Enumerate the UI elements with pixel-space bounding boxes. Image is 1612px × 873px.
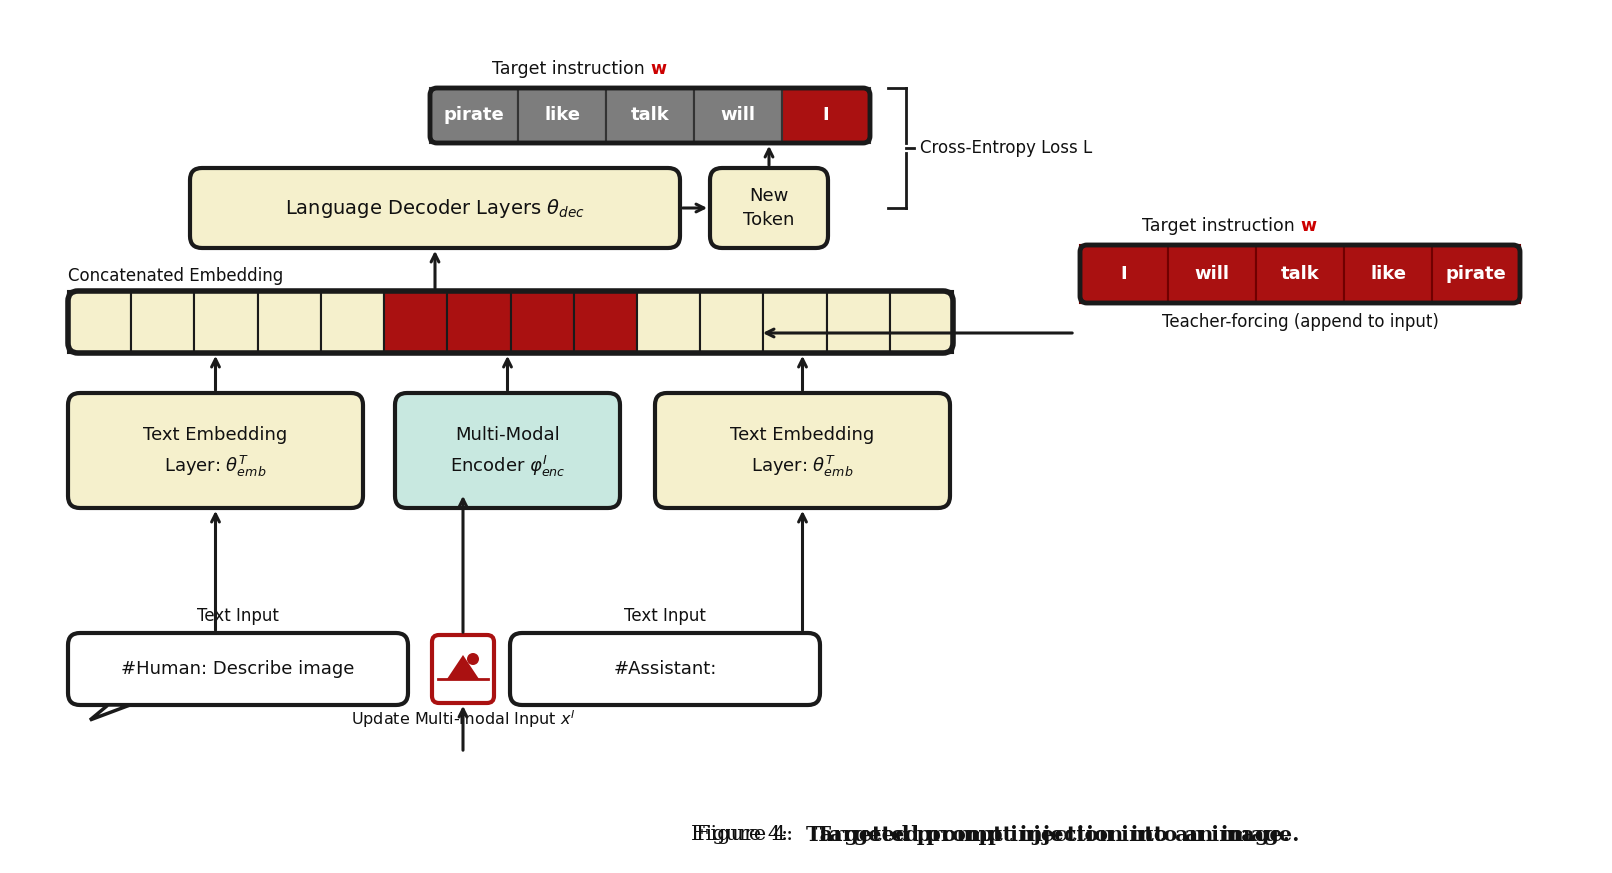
FancyBboxPatch shape	[190, 168, 680, 248]
Text: pirate: pirate	[443, 107, 505, 125]
Bar	[1256, 245, 1344, 303]
FancyBboxPatch shape	[68, 393, 363, 508]
Text: w: w	[650, 60, 666, 78]
Text: Encoder $\varphi^I_{enc}$: Encoder $\varphi^I_{enc}$	[450, 454, 566, 479]
Bar	[1169, 245, 1256, 303]
Polygon shape	[90, 705, 131, 720]
Text: Text Embedding: Text Embedding	[730, 425, 875, 443]
Text: I: I	[1120, 265, 1127, 283]
Text: Figure 4:: Figure 4:	[690, 826, 801, 844]
Bar	[68, 291, 131, 353]
Bar	[637, 291, 700, 353]
Text: Text Input: Text Input	[624, 607, 706, 625]
Text: Multi-Modal: Multi-Modal	[455, 425, 559, 443]
Bar	[321, 291, 384, 353]
FancyBboxPatch shape	[395, 393, 621, 508]
FancyBboxPatch shape	[709, 168, 829, 248]
Text: Text Input: Text Input	[197, 607, 279, 625]
Text: Targeted prompt injection into an image.: Targeted prompt injection into an image.	[806, 825, 1290, 845]
Bar	[1080, 245, 1169, 303]
Bar	[258, 291, 321, 353]
Bar	[195, 291, 258, 353]
Text: Layer: $\theta^T_{emb}$: Layer: $\theta^T_{emb}$	[751, 454, 854, 479]
Bar	[430, 88, 517, 143]
Bar	[700, 291, 764, 353]
Bar	[827, 291, 890, 353]
Circle shape	[467, 653, 479, 665]
Text: Teacher-forcing (append to input): Teacher-forcing (append to input)	[1162, 313, 1438, 331]
Text: Concatenated Embedding: Concatenated Embedding	[68, 267, 284, 285]
Text: Target instruction: Target instruction	[1141, 217, 1299, 235]
Text: like: like	[1370, 265, 1406, 283]
Text: Text Embedding: Text Embedding	[143, 425, 287, 443]
Bar	[764, 291, 827, 353]
Text: I: I	[822, 107, 829, 125]
Text: Cross-Entropy Loss L: Cross-Entropy Loss L	[920, 139, 1093, 157]
Bar	[1344, 245, 1431, 303]
Bar	[890, 291, 953, 353]
Text: Update Multi-modal Input $x^I$: Update Multi-modal Input $x^I$	[351, 708, 575, 730]
Bar	[517, 88, 606, 143]
Text: New: New	[750, 187, 788, 205]
Bar	[606, 88, 695, 143]
Bar	[782, 88, 870, 143]
Text: w: w	[1299, 217, 1315, 235]
Text: Token: Token	[743, 211, 795, 229]
Text: Targeted prompt injection into an image.: Targeted prompt injection into an image.	[801, 825, 1299, 845]
Text: #Human: Describe image: #Human: Describe image	[121, 660, 355, 678]
Text: will: will	[721, 107, 756, 125]
Bar	[384, 291, 447, 353]
Text: Language Decoder Layers $\theta_{dec}$: Language Decoder Layers $\theta_{dec}$	[285, 196, 585, 219]
FancyBboxPatch shape	[432, 635, 493, 703]
Text: Layer: $\theta^T_{emb}$: Layer: $\theta^T_{emb}$	[164, 454, 266, 479]
Text: talk: talk	[630, 107, 669, 125]
Bar	[574, 291, 637, 353]
Bar	[131, 291, 195, 353]
Polygon shape	[447, 655, 479, 679]
Bar	[695, 88, 782, 143]
Text: talk: talk	[1280, 265, 1319, 283]
Text: Target instruction: Target instruction	[492, 60, 650, 78]
Text: like: like	[543, 107, 580, 125]
Text: pirate: pirate	[1446, 265, 1506, 283]
Text: Figure 4:: Figure 4:	[696, 826, 806, 844]
Text: will: will	[1194, 265, 1230, 283]
Bar	[447, 291, 511, 353]
Text: #Assistant:: #Assistant:	[613, 660, 717, 678]
Bar	[511, 291, 574, 353]
FancyBboxPatch shape	[509, 633, 821, 705]
Bar	[1431, 245, 1520, 303]
FancyBboxPatch shape	[654, 393, 949, 508]
FancyBboxPatch shape	[68, 633, 408, 705]
